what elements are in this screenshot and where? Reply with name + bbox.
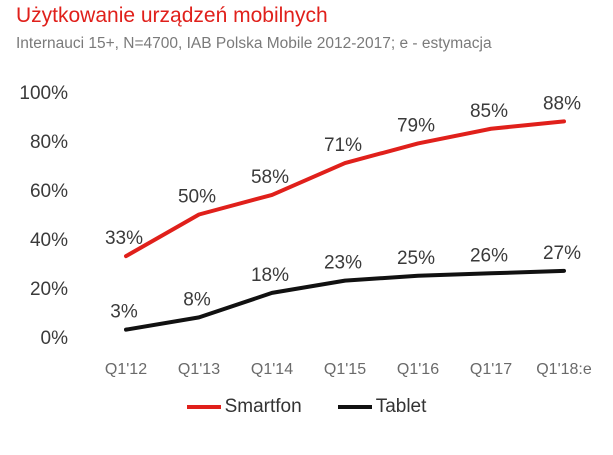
legend: Smartfon Tablet xyxy=(0,396,613,418)
x-tick-label: Q1'16 xyxy=(397,361,439,378)
legend-item-tablet: Tablet xyxy=(337,396,427,418)
series-lines xyxy=(124,119,566,332)
x-tick-label: Q1'15 xyxy=(324,361,366,378)
data-label: 25% xyxy=(397,248,435,269)
x-tick-label: Q1'18:e xyxy=(536,361,592,378)
data-label: 8% xyxy=(183,289,211,310)
data-label: 26% xyxy=(470,245,508,266)
legend-item-smartfon: Smartfon xyxy=(186,396,302,418)
y-axis: 0% 20% 40% 60% 80% 100% xyxy=(19,83,68,349)
y-tick-label: 100% xyxy=(19,83,68,104)
data-label: 18% xyxy=(251,265,289,286)
x-tick-label: Q1'17 xyxy=(470,361,512,378)
y-tick-label: 60% xyxy=(30,181,68,202)
data-label: 3% xyxy=(110,302,138,323)
chart-subtitle: Internauci 15+, N=4700, IAB Polska Mobil… xyxy=(16,35,492,52)
data-label: 33% xyxy=(105,228,143,249)
legend-label-smartfon: Smartfon xyxy=(224,396,302,417)
y-tick-label: 20% xyxy=(30,279,68,300)
legend-label-tablet: Tablet xyxy=(375,396,427,417)
data-label: 50% xyxy=(178,187,216,208)
data-label: 85% xyxy=(470,101,508,122)
x-tick-label: Q1'14 xyxy=(251,361,293,378)
y-tick-label: 40% xyxy=(30,230,68,251)
data-label: 23% xyxy=(324,253,362,274)
x-tick-label: Q1'13 xyxy=(178,361,220,378)
x-axis: Q1'12 Q1'13 Q1'14 Q1'15 Q1'16 Q1'17 Q1'18:e xyxy=(105,361,592,378)
data-label: 27% xyxy=(543,243,581,264)
data-label: 79% xyxy=(397,115,435,136)
data-labels: 33% 50% 58% 71% 79% 85% 88% 3% 8% 18% 23% 25% 26% 27% xyxy=(105,93,581,322)
data-label: 71% xyxy=(324,135,362,156)
y-tick-label: 80% xyxy=(30,132,68,153)
legend-swatch-smartfon xyxy=(186,405,221,409)
data-label: 58% xyxy=(251,167,289,188)
y-tick-label: 0% xyxy=(41,328,69,349)
legend-swatch-tablet xyxy=(337,405,372,409)
chart-title: Użytkowanie urządzeń mobilnych xyxy=(16,4,328,27)
data-label: 88% xyxy=(543,93,581,114)
x-tick-label: Q1'12 xyxy=(105,361,147,378)
